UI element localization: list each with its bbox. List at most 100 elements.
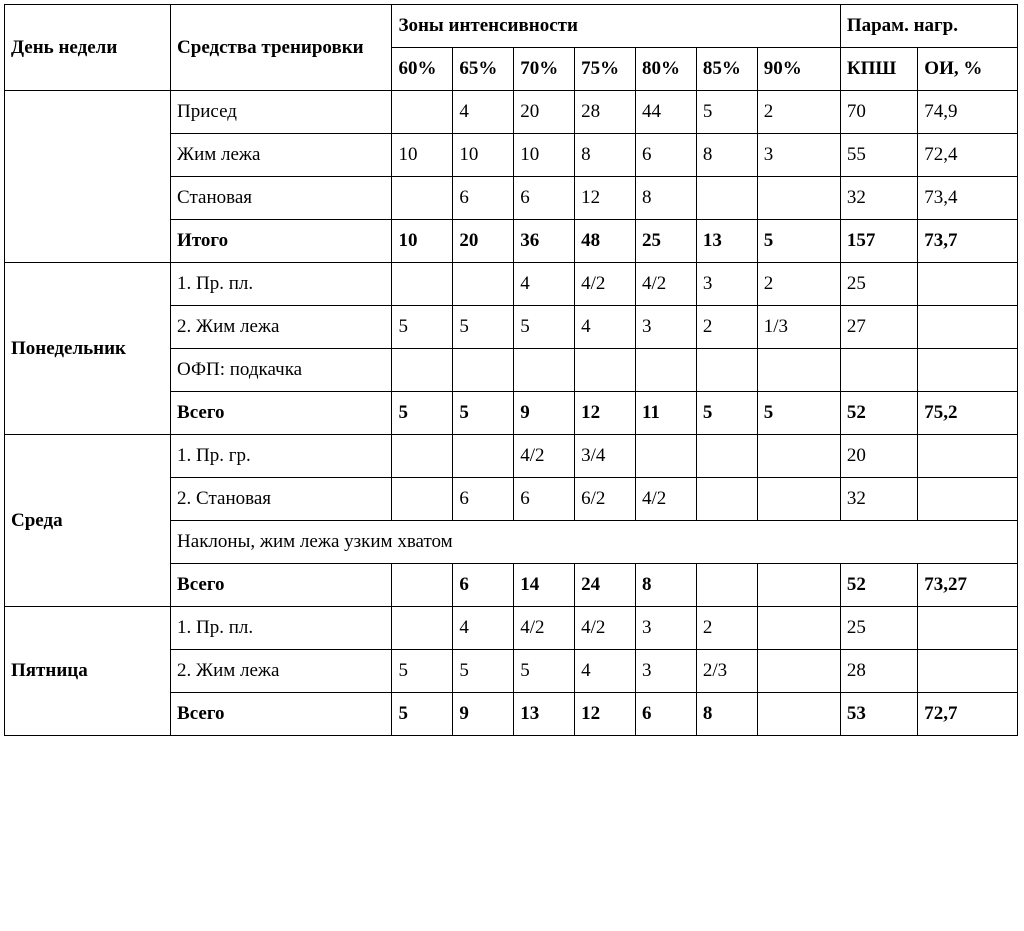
value-cell: 6: [453, 478, 514, 521]
value-cell: 6: [514, 478, 575, 521]
value-cell: 8: [635, 564, 696, 607]
value-cell: 4/2: [514, 607, 575, 650]
value-cell: 9: [514, 392, 575, 435]
table-row: Среда1. Пр. гр.4/23/420: [5, 435, 1018, 478]
value-cell: 13: [696, 220, 757, 263]
value-cell: 3: [696, 263, 757, 306]
value-cell: 5: [757, 220, 840, 263]
col-training-means: Средства тренировки: [171, 5, 392, 91]
value-cell: 2: [757, 91, 840, 134]
col-zone-70: 70%: [514, 48, 575, 91]
value-cell: 28: [575, 91, 636, 134]
means-cell: 2. Жим лежа: [171, 306, 392, 349]
means-cell: ОФП: подкачка: [171, 349, 392, 392]
col-zone-80: 80%: [635, 48, 696, 91]
value-cell: 32: [840, 478, 917, 521]
col-zone-75: 75%: [575, 48, 636, 91]
col-day-of-week: День недели: [5, 5, 171, 91]
means-cell: Становая: [171, 177, 392, 220]
col-zone-65: 65%: [453, 48, 514, 91]
col-zone-60: 60%: [392, 48, 453, 91]
value-cell: 11: [635, 392, 696, 435]
table-header: День недели Средства тренировки Зоны инт…: [5, 5, 1018, 91]
value-cell: 72,4: [918, 134, 1018, 177]
value-cell: [392, 607, 453, 650]
table-row: Присед4202844527074,9: [5, 91, 1018, 134]
value-cell: [757, 693, 840, 736]
day-cell: Пятница: [5, 607, 171, 736]
value-cell: [392, 263, 453, 306]
value-cell: 4: [514, 263, 575, 306]
value-cell: 6: [635, 693, 696, 736]
value-cell: [392, 349, 453, 392]
value-cell: 52: [840, 564, 917, 607]
value-cell: 8: [575, 134, 636, 177]
value-cell: 44: [635, 91, 696, 134]
value-cell: 53: [840, 693, 917, 736]
value-cell: 4/2: [635, 478, 696, 521]
means-cell: Всего: [171, 693, 392, 736]
value-cell: 5: [453, 650, 514, 693]
value-cell: 32: [840, 177, 917, 220]
value-cell: 6: [635, 134, 696, 177]
value-cell: 10: [514, 134, 575, 177]
value-cell: 5: [392, 392, 453, 435]
value-cell: [840, 349, 917, 392]
means-cell: 2. Становая: [171, 478, 392, 521]
value-cell: 52: [840, 392, 917, 435]
value-cell: 9: [453, 693, 514, 736]
value-cell: 5: [514, 650, 575, 693]
value-cell: 4: [453, 91, 514, 134]
value-cell: 73,7: [918, 220, 1018, 263]
value-cell: 13: [514, 693, 575, 736]
col-oi: ОИ, %: [918, 48, 1018, 91]
value-cell: 74,9: [918, 91, 1018, 134]
value-cell: 5: [757, 392, 840, 435]
value-cell: [757, 478, 840, 521]
day-cell: Понедельник: [5, 263, 171, 435]
value-cell: 2: [757, 263, 840, 306]
value-cell: 12: [575, 693, 636, 736]
means-cell: 1. Пр. пл.: [171, 263, 392, 306]
value-cell: 8: [635, 177, 696, 220]
value-cell: [392, 478, 453, 521]
value-cell: [918, 306, 1018, 349]
value-cell: 1/3: [757, 306, 840, 349]
means-cell: 2. Жим лежа: [171, 650, 392, 693]
value-cell: [696, 435, 757, 478]
value-cell: 28: [840, 650, 917, 693]
day-cell: Среда: [5, 435, 171, 607]
means-cell: 1. Пр. пл.: [171, 607, 392, 650]
value-cell: [453, 435, 514, 478]
value-cell: 5: [392, 693, 453, 736]
value-cell: [757, 607, 840, 650]
value-cell: [392, 91, 453, 134]
value-cell: 8: [696, 693, 757, 736]
value-cell: 20: [453, 220, 514, 263]
value-cell: 55: [840, 134, 917, 177]
value-cell: [392, 564, 453, 607]
value-cell: 20: [840, 435, 917, 478]
table-body: Присед4202844527074,9Жим лежа10101086835…: [5, 91, 1018, 736]
value-cell: 6: [453, 564, 514, 607]
value-cell: [918, 650, 1018, 693]
value-cell: [453, 263, 514, 306]
value-cell: 10: [392, 220, 453, 263]
value-cell: [757, 349, 840, 392]
value-cell: [757, 177, 840, 220]
value-cell: 6: [514, 177, 575, 220]
value-cell: [696, 478, 757, 521]
value-cell: 3: [757, 134, 840, 177]
value-cell: 4/2: [575, 263, 636, 306]
col-kpsh: КПШ: [840, 48, 917, 91]
means-cell: Жим лежа: [171, 134, 392, 177]
col-zone-85: 85%: [696, 48, 757, 91]
value-cell: 5: [514, 306, 575, 349]
value-cell: 3/4: [575, 435, 636, 478]
value-cell: 5: [453, 392, 514, 435]
value-cell: 5: [696, 392, 757, 435]
means-cell: Итого: [171, 220, 392, 263]
value-cell: [757, 564, 840, 607]
value-cell: 10: [392, 134, 453, 177]
value-cell: 4: [575, 650, 636, 693]
